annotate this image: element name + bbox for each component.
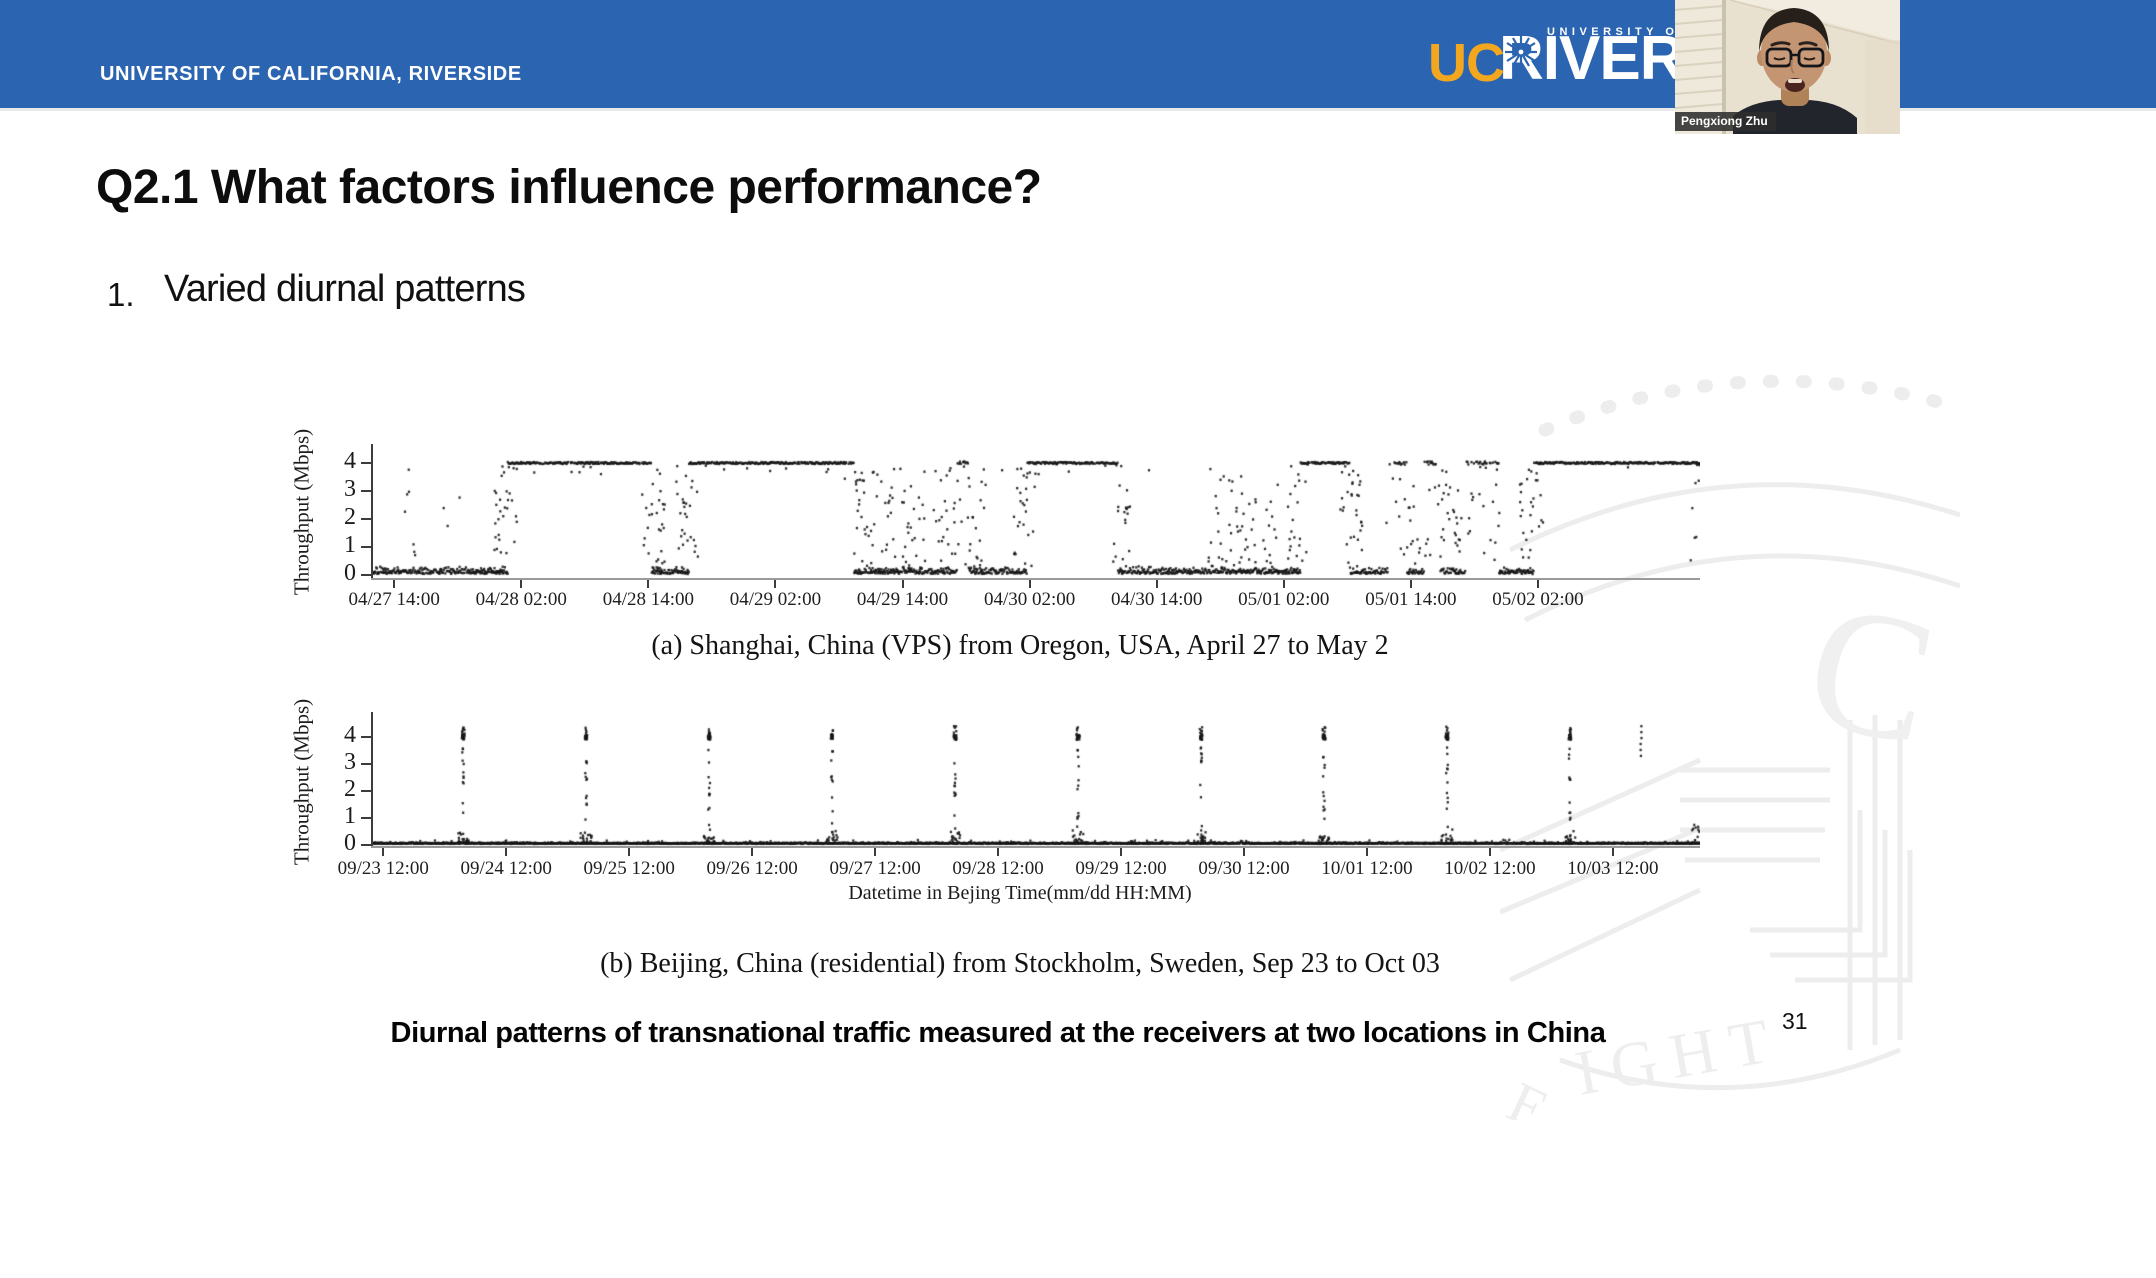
seal-torch-bars	[1847, 715, 1903, 1050]
x-tick	[1536, 580, 1539, 588]
slide-title: Q2.1 What factors influence performance?	[96, 161, 1042, 214]
y-tick	[361, 790, 371, 792]
x-tick-label: 09/23 12:00	[337, 858, 429, 879]
x-tick-label: 10/03 12:00	[1567, 858, 1659, 879]
y-tick-label: 4	[344, 722, 356, 748]
x-tick-label: 04/28 14:00	[602, 589, 694, 610]
seal-ring-arc	[1523, 553, 1960, 623]
y-tick-label: 2	[344, 776, 356, 802]
y-tick	[361, 844, 371, 846]
seal-book-lines	[1680, 767, 1830, 863]
x-tick-label: 04/30 02:00	[983, 589, 1076, 610]
x-tick-label: 04/29 02:00	[729, 589, 822, 610]
list-item-text: Varied diurnal patterns	[164, 268, 526, 310]
webcam-portrait	[1675, 0, 1900, 134]
figure-caption: Diurnal patterns of transnational traffi…	[390, 1017, 1606, 1049]
x-tick	[1409, 580, 1412, 588]
x-tick	[1488, 848, 1491, 856]
x-tick-label: 05/01 14:00	[1365, 589, 1457, 610]
x-tick	[520, 580, 523, 588]
x-tick-label: 09/26 12:00	[706, 858, 798, 879]
y-axis-line	[371, 444, 373, 580]
x-tick-label: 04/29 14:00	[856, 589, 949, 610]
y-tick-label: 1	[344, 532, 356, 558]
x-tick-label: 04/28 02:00	[475, 589, 567, 610]
x-tick	[874, 848, 877, 856]
y-tick	[361, 736, 371, 738]
x-tick	[393, 580, 396, 588]
y-tick	[361, 817, 371, 819]
y-axis-line	[371, 712, 373, 848]
x-tick	[382, 848, 385, 856]
chart-caption: (a) Shanghai, China (VPS) from Oregon, U…	[651, 630, 1389, 661]
y-tick-label: 0	[344, 560, 356, 586]
x-tick	[505, 848, 508, 856]
x-tick	[1120, 848, 1123, 856]
x-tick	[1028, 580, 1031, 588]
x-tick	[1243, 848, 1245, 856]
x-tick	[997, 848, 1000, 856]
seal-ribbon	[1559, 1047, 1901, 1091]
x-tick-label: 09/28 12:00	[952, 858, 1044, 879]
logo-uc-text: UC	[1428, 33, 1505, 93]
y-tick	[361, 763, 371, 765]
logo-top-text: UNIVERSITY OF	[1547, 26, 1690, 38]
x-tick	[1611, 848, 1614, 856]
y-tick-label: 3	[344, 476, 356, 502]
x-tick	[901, 580, 904, 588]
x-tick-label: 09/24 12:00	[460, 858, 552, 879]
y-tick-label: 3	[344, 749, 356, 775]
university-wordmark: UNIVERSITY OF CALIFORNIA, RIVERSIDE	[100, 63, 522, 85]
x-tick-label: 04/27 14:00	[348, 589, 440, 610]
x-tick-label: 09/27 12:00	[829, 858, 921, 879]
y-tick-label: 0	[344, 830, 356, 856]
webcam-video[interactable]: Pengxiong Zhu	[1675, 0, 1900, 134]
x-tick-label: 05/01 02:00	[1238, 589, 1330, 610]
ucr-seal-watermark: C IGHT E	[1500, 374, 1960, 1120]
x-tick-label: 05/02 02:00	[1492, 589, 1584, 610]
seal-chevrons	[1750, 810, 1913, 983]
scatter-points-canvas	[373, 708, 1700, 852]
x-tick	[628, 848, 631, 856]
participant-name-label: Pengxiong Zhu	[1675, 112, 1776, 131]
scatter-points-canvas	[373, 438, 1700, 584]
x-tick-label: 10/01 12:00	[1321, 858, 1413, 879]
x-tick-label: 09/25 12:00	[583, 858, 675, 879]
logo-sunburst-icon	[1505, 36, 1537, 68]
x-tick-label: 09/29 12:00	[1075, 858, 1167, 879]
y-axis-title: Throughput (Mbps)	[289, 698, 314, 866]
seal-dotted-arc	[1538, 374, 1960, 437]
y-axis-title: Throughput (Mbps)	[289, 428, 314, 596]
y-tick	[361, 546, 371, 548]
chart-caption: (b) Beijing, China (residential) from St…	[600, 948, 1440, 979]
x-tick	[774, 580, 777, 588]
y-tick	[361, 462, 371, 464]
x-tick-label: 04/30 14:00	[1111, 589, 1203, 610]
y-tick	[361, 490, 371, 492]
y-tick	[361, 574, 371, 576]
x-tick	[647, 580, 650, 588]
x-tick	[751, 848, 754, 856]
y-tick-label: 4	[344, 448, 356, 474]
y-tick-label: 2	[344, 504, 356, 530]
page-number: 31	[1782, 1008, 1808, 1034]
x-tick	[1282, 580, 1285, 588]
y-tick-label: 1	[344, 803, 356, 829]
x-tick	[1365, 848, 1368, 856]
list-number: 1.	[107, 276, 135, 313]
x-tick-label: 09/30 12:00	[1198, 858, 1290, 879]
x-tick	[1155, 580, 1158, 588]
x-tick-label: 10/02 12:00	[1444, 858, 1536, 879]
x-axis-title: Datetime in Bejing Time(mm/dd HH:MM)	[848, 882, 1192, 904]
y-tick	[361, 518, 371, 520]
